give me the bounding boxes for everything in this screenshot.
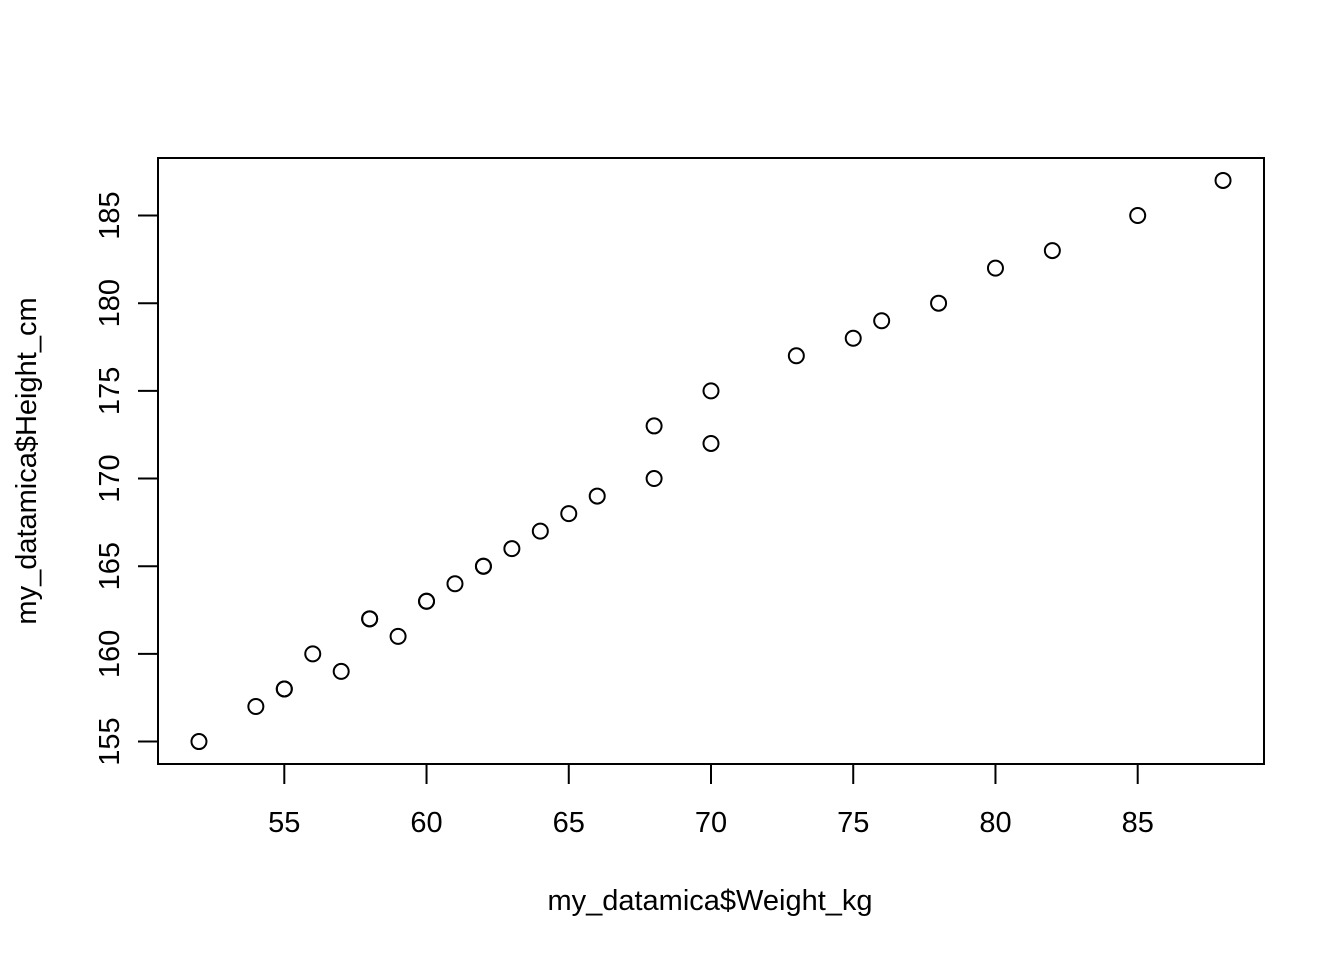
data-point [247,697,265,715]
y-tick-label: 165 [94,542,126,590]
data-point [190,733,208,751]
x-axis-title: my_datamica$Weight_kg [547,885,872,917]
data-point [645,417,663,435]
x-tick-label: 75 [837,807,869,839]
x-tick-label: 80 [979,807,1011,839]
x-tick-label: 65 [553,807,585,839]
data-point [873,312,891,330]
data-point [588,487,606,505]
data-point [702,434,720,452]
data-point [361,610,379,628]
y-axis-title: my_datamica$Height_cm [11,297,43,624]
data-point [560,505,578,523]
data-point [1129,207,1147,225]
data-point [446,575,464,593]
y-tick-label: 160 [94,630,126,678]
data-point [930,294,948,312]
data-point [304,645,322,663]
y-tick-label: 155 [94,717,126,765]
data-point [986,259,1004,277]
data-point [645,470,663,488]
data-point [418,592,436,610]
data-point [389,627,407,645]
data-point [531,522,549,540]
data-point [474,557,492,575]
data-point [503,540,521,558]
y-tick-label: 185 [94,191,126,239]
data-point [332,662,350,680]
x-tick-label: 55 [268,807,300,839]
data-point [275,680,293,698]
data-point [1214,171,1232,189]
x-axis: 55 60 65 70 75 80 85 [268,763,1154,839]
y-tick-label: 180 [94,279,126,327]
x-tick-label: 85 [1122,807,1154,839]
data-points [190,171,1232,751]
x-tick-label: 70 [695,807,727,839]
data-point [1043,242,1061,260]
plot-frame [157,157,1265,765]
y-tick-label: 175 [94,367,126,415]
y-axis: 155 160 165 170 175 180 185 [94,191,159,766]
x-tick-label: 60 [410,807,442,839]
data-point [787,347,805,365]
y-tick-label: 170 [94,454,126,502]
data-point [702,382,720,400]
data-point [844,329,862,347]
